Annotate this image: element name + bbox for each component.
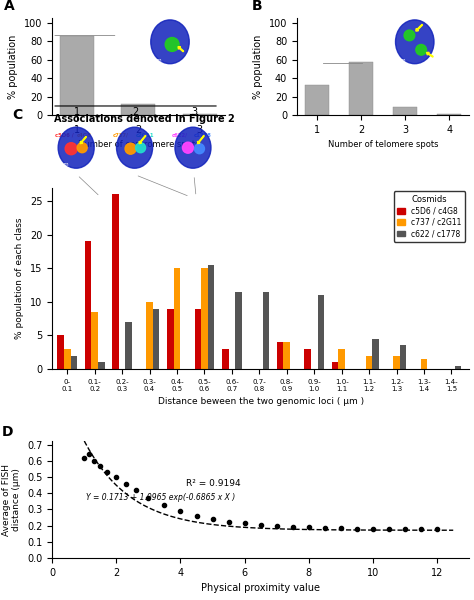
Text: C: C [12,107,23,122]
Bar [167,308,173,369]
Text: D: D [2,425,14,439]
Point [122,479,130,488]
Bar [373,339,379,369]
X-axis label: Number of telomere spots: Number of telomere spots [328,140,438,149]
Bar [112,194,119,369]
Text: c1778: c1778 [194,133,212,138]
Bar [91,312,98,369]
Bar [64,349,71,369]
Legend: c5D6 / c4G8, c737 / c2G11, c622 / c1778: c5D6 / c4G8, c737 / c2G11, c622 / c1778 [394,191,465,242]
Text: c5D6 /: c5D6 / [55,133,73,138]
Bar [277,342,283,369]
Point [90,456,98,466]
Y-axis label: % population: % population [253,34,263,99]
Y-axis label: Average of FISH
distance (μm): Average of FISH distance (μm) [2,464,21,536]
Bar [366,356,373,369]
Point [85,449,93,459]
Point [81,453,88,463]
Bar [349,62,373,115]
Bar [71,356,77,369]
Bar [121,104,155,115]
Point [132,485,139,495]
Text: 1: 1 [74,107,80,117]
Bar [263,292,269,369]
Point [97,461,104,470]
Y-axis label: % population of each class: % population of each class [15,218,24,339]
Bar [421,359,427,369]
Bar [57,335,64,369]
Text: R² = 0.9194: R² = 0.9194 [186,479,240,488]
Point [417,524,425,534]
Point [321,523,328,533]
Point [241,518,248,528]
Point [305,523,313,532]
Point [273,521,281,531]
Bar [318,295,324,369]
Text: B: B [252,0,263,13]
Bar [400,346,406,369]
Bar [146,302,153,369]
Point [257,520,264,530]
Point [161,500,168,509]
Bar [283,342,290,369]
Text: Associations denoted in Figure 2: Associations denoted in Figure 2 [54,114,234,124]
Bar [304,349,311,369]
Text: c2G11: c2G11 [136,133,154,138]
Text: Y = 0.1713 + 1.0965 exp(-0.6865 x X ): Y = 0.1713 + 1.0965 exp(-0.6865 x X ) [85,493,235,502]
Bar [332,362,338,369]
Bar [194,308,201,369]
Bar [126,322,132,369]
Bar [153,308,159,369]
Point [353,524,361,533]
Bar [183,114,217,115]
Bar [208,265,214,369]
Text: c4G8: c4G8 [77,133,92,138]
Bar [305,85,329,115]
Text: c737/: c737/ [113,133,129,138]
Bar [235,292,242,369]
Text: c622/: c622/ [172,133,187,138]
Bar [173,268,180,369]
Point [401,524,409,534]
X-axis label: Number of centromere spots: Number of centromere spots [78,140,199,149]
Point [145,493,152,503]
Text: A: A [4,0,15,13]
Point [289,522,297,532]
Bar [222,349,228,369]
X-axis label: Distance beween the two genomic loci ( μm ): Distance beween the two genomic loci ( μ… [158,397,364,406]
Point [193,511,201,521]
Bar [98,362,105,369]
Bar [60,35,94,115]
Bar [437,114,461,115]
Point [209,514,216,524]
Point [177,506,184,516]
Text: 3: 3 [191,107,197,117]
Y-axis label: % population: % population [9,34,18,99]
Point [103,467,110,477]
Point [385,524,393,534]
Point [369,524,377,533]
Bar [85,241,91,369]
Bar [393,356,400,369]
Bar [455,365,461,369]
Bar [393,107,417,115]
Text: 2: 2 [132,107,139,117]
Point [337,523,345,533]
Point [225,517,232,526]
Point [112,472,120,482]
Bar [338,349,345,369]
Bar [201,268,208,369]
X-axis label: Physical proximity value: Physical proximity value [201,583,320,593]
Point [433,524,441,534]
